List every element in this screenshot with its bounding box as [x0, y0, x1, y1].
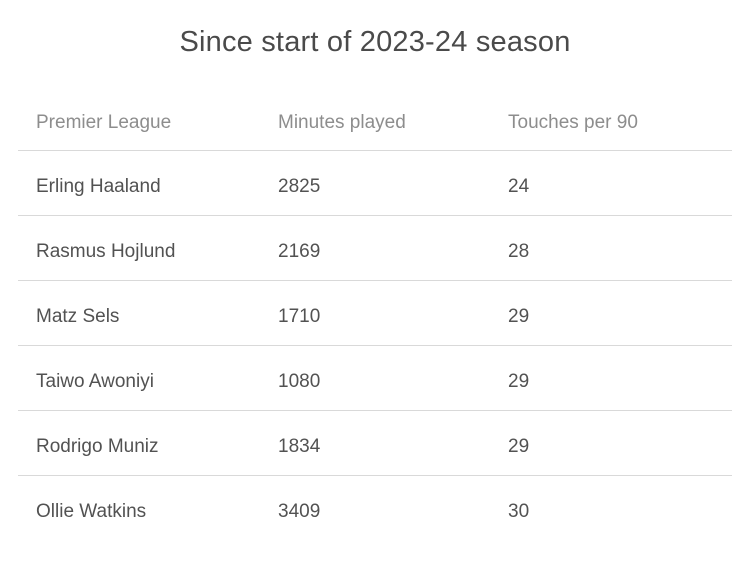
minutes-played-cell: 2825 [278, 176, 321, 197]
table-row: Taiwo Awoniyi 1080 29 [18, 345, 732, 410]
table-header-row: Premier League Minutes played Touches pe… [18, 59, 732, 150]
table-row: Erling Haaland 2825 24 [18, 150, 732, 215]
minutes-played-cell: 2169 [278, 241, 321, 262]
touches-per-90-cell: 29 [508, 306, 530, 327]
minutes-played-cell: 1080 [278, 371, 321, 392]
table-row: Ollie Watkins 3409 30 [18, 475, 732, 540]
table-row: Rasmus Hojlund 2169 28 [18, 215, 732, 280]
page-title: Since start of 2023-24 season [179, 26, 571, 58]
player-name-cell: Erling Haaland [36, 176, 161, 197]
minutes-played-cell: 1710 [278, 306, 321, 327]
column-header-premier-league: Premier League [36, 112, 172, 133]
player-name-cell: Rasmus Hojlund [36, 241, 176, 262]
minutes-played-cell: 1834 [278, 436, 321, 457]
column-header-touches-per-90: Touches per 90 [508, 112, 638, 133]
player-name-cell: Matz Sels [36, 306, 120, 327]
touches-per-90-cell: 29 [508, 436, 530, 457]
column-header-minutes-played: Minutes played [278, 112, 406, 133]
player-name-cell: Ollie Watkins [36, 501, 147, 522]
touches-per-90-cell: 29 [508, 371, 530, 392]
player-name-cell: Taiwo Awoniyi [36, 371, 154, 392]
touches-per-90-cell: 24 [508, 176, 530, 197]
table-row: Matz Sels 1710 29 [18, 280, 732, 345]
minutes-played-cell: 3409 [278, 501, 321, 522]
table-row: Rodrigo Muniz 1834 29 [18, 410, 732, 475]
stats-table: Premier League Minutes played Touches pe… [18, 59, 732, 540]
player-name-cell: Rodrigo Muniz [36, 436, 159, 457]
touches-per-90-cell: 30 [508, 501, 530, 522]
touches-per-90-cell: 28 [508, 241, 530, 262]
